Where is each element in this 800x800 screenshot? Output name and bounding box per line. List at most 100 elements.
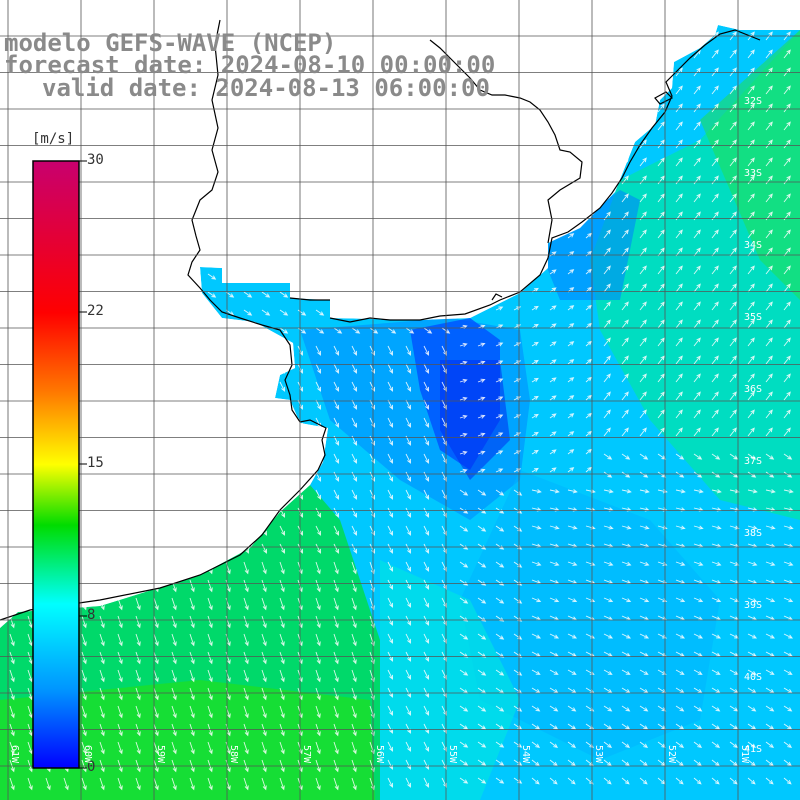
wind-arrow <box>135 741 141 755</box>
wind-arrow <box>99 687 105 701</box>
wind-arrow <box>279 561 285 575</box>
title-model: modelo GEFS-WAVE (NCEP) <box>4 29 337 57</box>
lon-label: 53W <box>593 745 604 764</box>
wind-arrow <box>495 324 504 329</box>
wind-arrow <box>423 687 429 698</box>
wind-arrow <box>351 651 357 665</box>
wind-arrow <box>351 543 357 554</box>
wind-arrow <box>657 121 665 131</box>
wind-arrow <box>333 399 339 410</box>
wind-arrow <box>279 597 285 611</box>
wind-arrow <box>387 417 393 428</box>
wind-arrow <box>495 468 504 473</box>
lat-label: 38S <box>744 528 763 539</box>
wind-arrow <box>261 705 267 719</box>
wind-arrow <box>495 360 504 365</box>
wind-arrow <box>9 633 15 647</box>
wind-arrow <box>549 413 557 419</box>
wind-arrow <box>765 301 773 311</box>
wind-arrow <box>495 525 505 532</box>
wind-arrow <box>9 705 15 719</box>
wind-arrow <box>549 359 557 365</box>
wind-arrow <box>567 395 575 401</box>
wind-arrow <box>477 396 486 401</box>
wind-arrow <box>783 229 791 239</box>
wind-arrow <box>189 705 195 719</box>
wind-arrow <box>711 409 719 419</box>
wind-arrow <box>621 175 629 185</box>
wind-arrow <box>459 561 469 568</box>
wind-arrow <box>693 471 703 478</box>
wind-arrow <box>675 301 683 311</box>
wind-arrow <box>585 430 593 437</box>
wind-arrow <box>405 507 411 518</box>
wind-arrow <box>369 363 375 374</box>
wind-arrow <box>603 471 613 478</box>
wind-arrow <box>333 345 339 356</box>
wind-arrow <box>369 381 375 392</box>
wind-arrow <box>765 157 773 167</box>
wind-arrow <box>207 633 213 647</box>
wind-arrow <box>657 229 665 239</box>
wind-arrow <box>657 193 665 203</box>
wind-arrow <box>603 337 611 347</box>
wind-arrow <box>549 305 557 311</box>
wind-arrow <box>333 327 343 334</box>
colorbar-ticks <box>79 160 87 769</box>
wind-arrow <box>657 427 665 437</box>
wind-arrow <box>207 705 213 719</box>
wind-arrow <box>81 741 87 755</box>
wind-arrow <box>675 157 683 167</box>
wind-arrow <box>261 777 267 791</box>
wind-arrow <box>783 103 791 113</box>
wind-arrow <box>675 633 686 639</box>
wind-arrow <box>135 597 141 611</box>
wind-arrow <box>405 525 411 536</box>
wind-arrow <box>405 723 411 734</box>
wind-arrow <box>657 337 665 347</box>
wind-arrow <box>171 669 177 683</box>
wind-arrow <box>783 741 793 749</box>
coastline <box>0 19 761 621</box>
wind-arrow <box>405 669 411 680</box>
wind-arrow <box>621 229 629 239</box>
lat-label: 40S <box>744 672 763 683</box>
wind-arrow <box>765 121 773 131</box>
wind-arrow <box>711 139 719 149</box>
wind-arrow <box>423 507 429 518</box>
wind-arrow <box>495 432 504 437</box>
wind-arrow <box>693 633 704 639</box>
wind-arrow <box>189 579 195 593</box>
wind-arrow <box>693 265 701 275</box>
wind-arrow <box>585 322 593 329</box>
wind-arrow <box>405 777 411 788</box>
wind-arrow <box>351 471 357 482</box>
wind-arrow <box>27 615 33 629</box>
lon-label: 61W <box>9 745 20 764</box>
wind-arrow <box>783 85 791 95</box>
wind-arrow <box>387 471 393 482</box>
wind-arrow <box>387 669 393 680</box>
wind-arrow <box>423 579 429 590</box>
wind-arrow <box>747 157 755 167</box>
wind-arrow <box>747 705 757 712</box>
wind-arrow <box>459 360 468 366</box>
wind-arrow <box>621 741 631 749</box>
wind-arrow <box>783 355 791 365</box>
wind-arrow <box>711 229 719 239</box>
wind-arrow <box>279 327 289 334</box>
wind-arrow <box>729 121 737 131</box>
wind-arrow <box>639 453 649 460</box>
lat-label: 36S <box>744 384 763 395</box>
wind-arrow <box>405 327 415 334</box>
wind-arrow <box>495 378 504 383</box>
wind-arrow <box>621 561 632 566</box>
wind-arrow <box>477 741 487 748</box>
wind-arrow <box>549 525 560 530</box>
wind-arrow <box>351 381 357 392</box>
wind-arrow <box>765 633 776 639</box>
wind-arrow <box>9 669 15 683</box>
lon-label: 54W <box>520 745 531 764</box>
wind-arrow <box>765 229 773 239</box>
wind-arrow <box>423 453 429 464</box>
